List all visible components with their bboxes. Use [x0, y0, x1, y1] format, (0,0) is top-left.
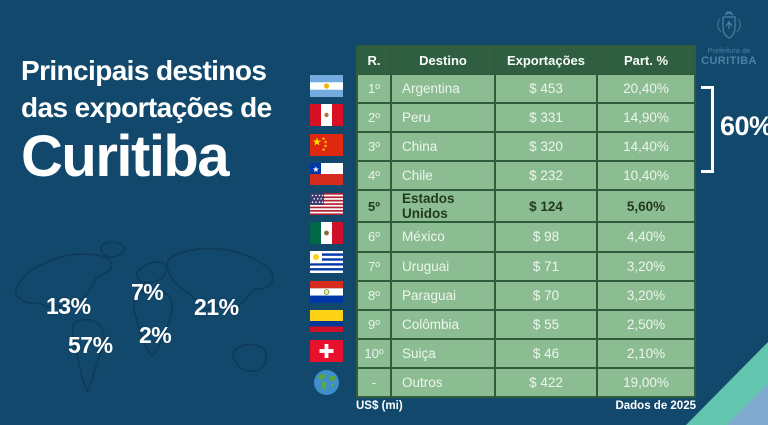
continent-south-america — [71, 318, 105, 393]
flag-suica — [309, 339, 343, 362]
table-cell: 4º — [358, 162, 390, 190]
title-line-2: das exportações de — [21, 92, 272, 123]
logo-subtitle: Prefeitura de — [707, 48, 751, 55]
table-cell: 3º — [358, 133, 390, 161]
table-cell: 10º — [358, 339, 390, 367]
table-cell: 20,40% — [598, 75, 694, 103]
map-percentage-africa: 2% — [139, 322, 172, 348]
continent-africa — [132, 289, 173, 358]
unit-note: US$ (mi) — [356, 400, 403, 412]
table-cell: $ 453 — [496, 75, 596, 103]
prefeitura-curitiba-logo: Prefeitura de CURITIBA — [697, 7, 761, 67]
table-cell: 14,40% — [598, 133, 694, 161]
continent-australia — [232, 343, 268, 372]
flag-colombia — [309, 310, 343, 333]
continent-europe — [135, 261, 167, 284]
svg-text:★: ★ — [323, 143, 328, 148]
table-cell: 10,40% — [598, 162, 694, 190]
title-line-3: Curitiba — [21, 124, 230, 189]
table-footnotes: US$ (mi) Dados de 2025 — [356, 400, 696, 412]
logo-title: CURITIBA — [701, 55, 757, 67]
globe-icon — [313, 369, 340, 396]
table-cell: Paraguai — [392, 281, 494, 309]
svg-text:★: ★ — [312, 165, 319, 174]
table-cell: $ 55 — [496, 310, 596, 338]
table-cell: 3,20% — [598, 281, 694, 309]
table-cell: 5º — [358, 191, 390, 222]
table-cell: 1º — [358, 75, 390, 103]
table-cell: Peru — [392, 104, 494, 132]
table-cell: 8º — [358, 281, 390, 309]
flag-mexico — [309, 221, 343, 244]
table-cell: Outros — [392, 368, 494, 396]
map-percentage-asia: 21% — [194, 294, 239, 320]
table-cell: $ 331 — [496, 104, 596, 132]
table-cell: $ 320 — [496, 133, 596, 161]
continent-asia — [166, 247, 274, 311]
table-cell: $ 70 — [496, 281, 596, 309]
table-cell: 19,00% — [598, 368, 694, 396]
table-cell: México — [392, 223, 494, 251]
column-header: Exportações — [496, 47, 596, 73]
table-cell: 2,50% — [598, 310, 694, 338]
column-header: R. — [358, 47, 390, 73]
table-cell: $ 422 — [496, 368, 596, 396]
map-percentage-south-america: 57% — [68, 332, 113, 358]
table-cell: 6º — [358, 223, 390, 251]
table-cell: $ 98 — [496, 223, 596, 251]
svg-text:★: ★ — [321, 147, 326, 152]
flag-argentina — [309, 75, 343, 97]
table-cell: $ 71 — [496, 252, 596, 280]
table-cell: 4,40% — [598, 223, 694, 251]
table-cell: Suiça — [392, 339, 494, 367]
flag-peru — [309, 104, 343, 127]
flag-paraguai — [309, 280, 343, 303]
table-cell: Chile — [392, 162, 494, 190]
table-cell: $ 124 — [496, 191, 596, 222]
table-cell: $ 232 — [496, 162, 596, 190]
continent-greenland — [100, 241, 126, 258]
flag-china: ★ ★ ★ ★ ★ — [309, 133, 343, 156]
coat-of-arms-icon — [717, 11, 741, 39]
export-table: R. Destino Exportações Part. % 1º Argentina $ … — [356, 45, 696, 398]
table-cell: - — [358, 368, 390, 396]
table-cell: China — [392, 133, 494, 161]
svg-text:★: ★ — [312, 136, 322, 148]
flag-uruguai — [309, 251, 343, 274]
page-title: Principais destinos das exportações de C… — [21, 52, 272, 188]
title-line-1: Principais destinos — [21, 55, 267, 86]
table-cell: Estados Unidos — [392, 191, 494, 222]
data-year-note: Dados de 2025 — [615, 400, 696, 412]
world-map-outline — [14, 241, 274, 393]
table-cell: 2º — [358, 104, 390, 132]
flag-estados-unidos — [309, 192, 343, 215]
table-cell: 3,20% — [598, 252, 694, 280]
map-percentage-europe: 7% — [131, 279, 164, 305]
table-cell: 5,60% — [598, 191, 694, 222]
table-cell: Argentina — [392, 75, 494, 103]
table-cell: Uruguai — [392, 252, 494, 280]
flag-chile: ★ — [309, 163, 343, 186]
column-header: Destino — [392, 47, 494, 73]
svg-text:★: ★ — [321, 136, 326, 141]
table-cell: 2,10% — [598, 339, 694, 367]
table-cell: 9º — [358, 310, 390, 338]
continent-north-america — [14, 253, 113, 310]
table-cell: Colômbia — [392, 310, 494, 338]
svg-text:★: ★ — [323, 139, 328, 144]
table-cell: $ 46 — [496, 339, 596, 367]
flag-column: ★ ★ ★ ★ ★ ★ — [306, 75, 346, 396]
top4-share-label: 60% — [720, 111, 768, 141]
table-cell: 14,90% — [598, 104, 694, 132]
column-header: Part. % — [598, 47, 694, 73]
map-percentage-north-america: 13% — [46, 293, 91, 319]
table-cell: 7º — [358, 252, 390, 280]
top4-bracket — [701, 86, 714, 173]
